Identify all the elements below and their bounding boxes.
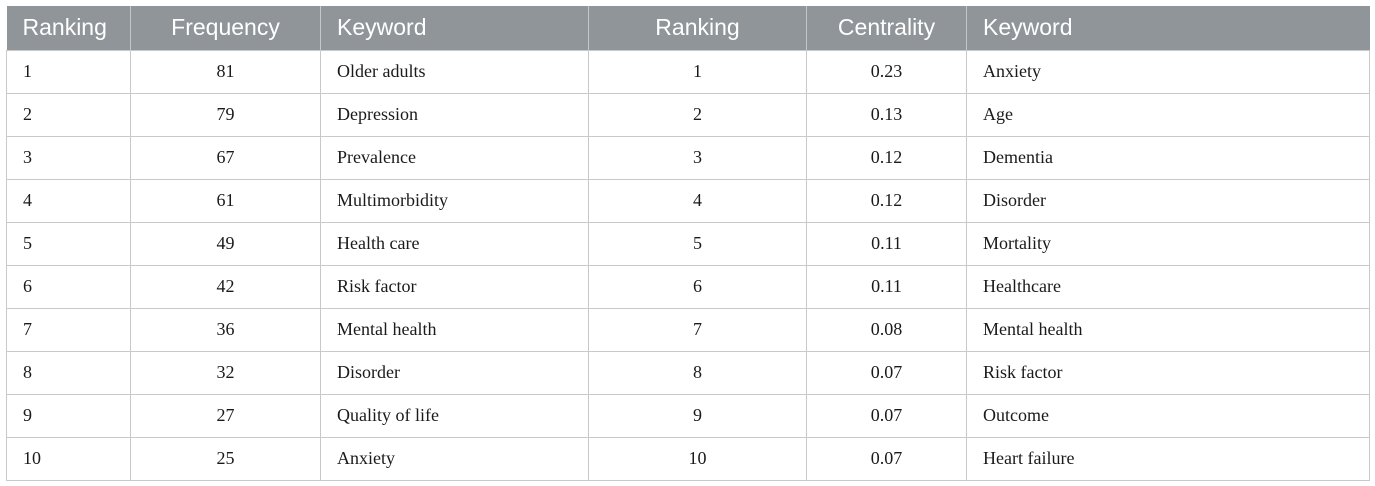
table-row: 7 36 Mental health 7 0.08 Mental health	[6, 307, 1370, 352]
cell-ranking-frequency: 4	[6, 178, 131, 223]
table-row: 8 32 Disorder 8 0.07 Risk factor	[6, 350, 1370, 395]
header-keyword-centrality: Keyword	[966, 6, 1370, 50]
cell-centrality: 0.11	[806, 221, 967, 266]
cell-centrality: 0.08	[806, 307, 967, 352]
table-row: 1 81 Older adults 1 0.23 Anxiety	[6, 49, 1370, 94]
cell-keyword-centrality: Risk factor	[966, 350, 1370, 395]
header-ranking-centrality: Ranking	[588, 6, 807, 50]
cell-ranking-frequency: 10	[6, 436, 131, 481]
header-keyword-frequency: Keyword	[320, 6, 589, 50]
cell-centrality: 0.23	[806, 49, 967, 94]
cell-ranking-frequency: 5	[6, 221, 131, 266]
cell-ranking-centrality: 3	[588, 135, 807, 180]
cell-keyword-centrality: Disorder	[966, 178, 1370, 223]
cell-frequency: 81	[130, 49, 321, 94]
cell-keyword-frequency: Older adults	[320, 49, 589, 94]
cell-keyword-centrality: Age	[966, 92, 1370, 137]
cell-frequency: 27	[130, 393, 321, 438]
cell-ranking-frequency: 9	[6, 393, 131, 438]
cell-centrality: 0.11	[806, 264, 967, 309]
cell-ranking-frequency: 6	[6, 264, 131, 309]
cell-keyword-centrality: Outcome	[966, 393, 1370, 438]
cell-ranking-centrality: 9	[588, 393, 807, 438]
table-row: 2 79 Depression 2 0.13 Age	[6, 92, 1370, 137]
cell-keyword-frequency: Anxiety	[320, 436, 589, 481]
cell-frequency: 32	[130, 350, 321, 395]
cell-frequency: 42	[130, 264, 321, 309]
table-row: 6 42 Risk factor 6 0.11 Healthcare	[6, 264, 1370, 309]
cell-keyword-centrality: Mental health	[966, 307, 1370, 352]
cell-centrality: 0.12	[806, 135, 967, 180]
cell-keyword-centrality: Anxiety	[966, 49, 1370, 94]
cell-ranking-centrality: 1	[588, 49, 807, 94]
cell-ranking-frequency: 3	[6, 135, 131, 180]
cell-centrality: 0.07	[806, 436, 967, 481]
keyword-table-container: Ranking Frequency Keyword Ranking Centra…	[6, 6, 1370, 481]
cell-frequency: 67	[130, 135, 321, 180]
cell-ranking-frequency: 1	[6, 49, 131, 94]
cell-ranking-centrality: 10	[588, 436, 807, 481]
cell-frequency: 61	[130, 178, 321, 223]
cell-frequency: 25	[130, 436, 321, 481]
cell-keyword-centrality: Healthcare	[966, 264, 1370, 309]
cell-keyword-frequency: Quality of life	[320, 393, 589, 438]
cell-ranking-centrality: 6	[588, 264, 807, 309]
table-row: 10 25 Anxiety 10 0.07 Heart failure	[6, 436, 1370, 481]
cell-keyword-frequency: Multimorbidity	[320, 178, 589, 223]
cell-keyword-frequency: Depression	[320, 92, 589, 137]
cell-keyword-centrality: Heart failure	[966, 436, 1370, 481]
cell-frequency: 49	[130, 221, 321, 266]
cell-keyword-centrality: Dementia	[966, 135, 1370, 180]
cell-frequency: 36	[130, 307, 321, 352]
table-row: 4 61 Multimorbidity 4 0.12 Disorder	[6, 178, 1370, 223]
cell-ranking-centrality: 5	[588, 221, 807, 266]
cell-ranking-frequency: 7	[6, 307, 131, 352]
header-centrality: Centrality	[806, 6, 967, 50]
cell-keyword-frequency: Mental health	[320, 307, 589, 352]
cell-centrality: 0.07	[806, 393, 967, 438]
keyword-ranking-table: Ranking Frequency Keyword Ranking Centra…	[6, 6, 1370, 481]
cell-keyword-frequency: Health care	[320, 221, 589, 266]
cell-centrality: 0.07	[806, 350, 967, 395]
cell-frequency: 79	[130, 92, 321, 137]
table-body: 1 81 Older adults 1 0.23 Anxiety 2 79 Depression…	[6, 49, 1370, 481]
header-frequency: Frequency	[130, 6, 321, 50]
cell-keyword-frequency: Prevalence	[320, 135, 589, 180]
header-ranking-frequency: Ranking	[6, 6, 131, 50]
cell-ranking-centrality: 7	[588, 307, 807, 352]
cell-ranking-frequency: 2	[6, 92, 131, 137]
table-header-row: Ranking Frequency Keyword Ranking Centra…	[6, 6, 1370, 50]
cell-centrality: 0.13	[806, 92, 967, 137]
cell-ranking-centrality: 2	[588, 92, 807, 137]
table-row: 9 27 Quality of life 9 0.07 Outcome	[6, 393, 1370, 438]
cell-ranking-frequency: 8	[6, 350, 131, 395]
cell-keyword-frequency: Disorder	[320, 350, 589, 395]
cell-keyword-centrality: Mortality	[966, 221, 1370, 266]
cell-centrality: 0.12	[806, 178, 967, 223]
cell-ranking-centrality: 8	[588, 350, 807, 395]
table-row: 5 49 Health care 5 0.11 Mortality	[6, 221, 1370, 266]
table-row: 3 67 Prevalence 3 0.12 Dementia	[6, 135, 1370, 180]
cell-ranking-centrality: 4	[588, 178, 807, 223]
cell-keyword-frequency: Risk factor	[320, 264, 589, 309]
